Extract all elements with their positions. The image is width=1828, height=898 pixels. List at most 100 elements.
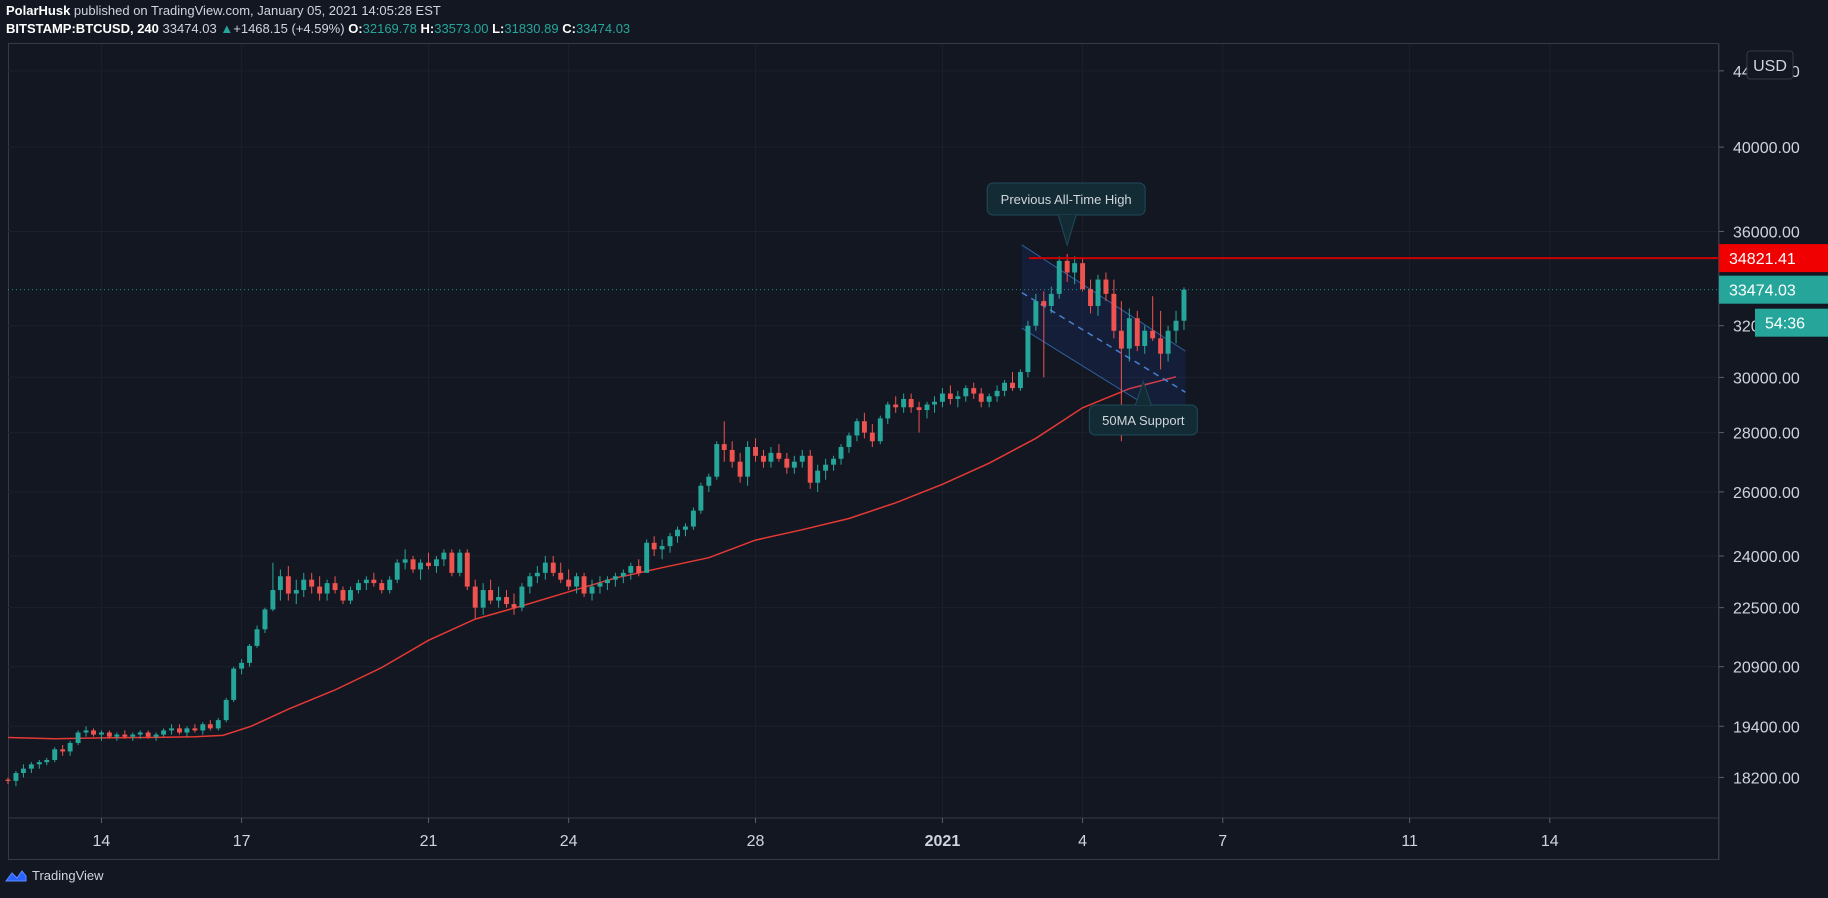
candle[interactable] bbox=[519, 583, 525, 612]
candle[interactable] bbox=[566, 569, 572, 591]
candle[interactable] bbox=[831, 455, 837, 471]
candle[interactable] bbox=[441, 549, 447, 567]
candle[interactable] bbox=[1002, 380, 1008, 397]
candle[interactable] bbox=[340, 586, 346, 605]
candle[interactable] bbox=[659, 539, 665, 560]
candle[interactable] bbox=[698, 482, 704, 514]
candle[interactable] bbox=[1142, 325, 1148, 354]
candle[interactable] bbox=[410, 555, 416, 573]
candle[interactable] bbox=[20, 764, 26, 778]
candle[interactable] bbox=[511, 593, 517, 615]
candle[interactable] bbox=[496, 586, 502, 608]
candle[interactable] bbox=[5, 777, 11, 785]
candle[interactable] bbox=[75, 730, 81, 746]
candle[interactable] bbox=[449, 549, 455, 577]
candle[interactable] bbox=[791, 455, 797, 474]
candle[interactable] bbox=[1048, 286, 1054, 314]
candle[interactable] bbox=[114, 732, 120, 741]
candle[interactable] bbox=[348, 586, 353, 605]
candle[interactable] bbox=[332, 576, 338, 594]
candle[interactable] bbox=[262, 607, 268, 633]
candle[interactable] bbox=[986, 393, 992, 408]
candle[interactable] bbox=[939, 388, 945, 408]
candle[interactable] bbox=[604, 576, 610, 591]
candle[interactable] bbox=[675, 526, 680, 543]
candle[interactable] bbox=[861, 412, 867, 439]
candle[interactable] bbox=[869, 424, 875, 448]
tradingview-footer[interactable]: TradingView bbox=[4, 868, 104, 883]
candle[interactable] bbox=[231, 666, 237, 702]
candle[interactable] bbox=[877, 415, 883, 445]
candle[interactable] bbox=[854, 418, 860, 442]
candle[interactable] bbox=[1033, 293, 1039, 331]
candle[interactable] bbox=[768, 447, 774, 468]
candle[interactable] bbox=[574, 572, 580, 594]
candle[interactable] bbox=[612, 572, 618, 587]
candle[interactable] bbox=[106, 730, 112, 739]
candle[interactable] bbox=[1080, 258, 1086, 292]
candle[interactable] bbox=[1010, 372, 1015, 391]
candle[interactable] bbox=[761, 449, 766, 468]
candle[interactable] bbox=[1095, 274, 1101, 316]
candle[interactable] bbox=[36, 760, 42, 769]
candle[interactable] bbox=[597, 576, 603, 594]
candle[interactable] bbox=[994, 385, 1000, 402]
candle[interactable] bbox=[472, 579, 478, 619]
candle[interactable] bbox=[838, 444, 844, 465]
candle[interactable] bbox=[223, 697, 229, 723]
candle[interactable] bbox=[1025, 320, 1031, 378]
candle[interactable] bbox=[815, 464, 821, 492]
candle[interactable] bbox=[1181, 287, 1187, 330]
tradingview-brand[interactable]: TradingView bbox=[32, 868, 104, 883]
candle[interactable] bbox=[729, 441, 735, 468]
candle[interactable] bbox=[1173, 310, 1179, 344]
candle[interactable] bbox=[846, 432, 852, 453]
author-name[interactable]: PolarHusk bbox=[6, 3, 71, 18]
candle[interactable] bbox=[177, 724, 182, 735]
candle[interactable] bbox=[60, 745, 66, 756]
candle[interactable] bbox=[776, 444, 782, 462]
candle[interactable] bbox=[44, 757, 50, 766]
candle[interactable] bbox=[277, 569, 283, 601]
candle[interactable] bbox=[636, 559, 642, 577]
candle[interactable] bbox=[153, 732, 159, 741]
currency-button-box[interactable] bbox=[1746, 50, 1794, 80]
candle[interactable] bbox=[947, 385, 953, 405]
candle[interactable] bbox=[480, 583, 486, 615]
candle[interactable] bbox=[916, 401, 922, 433]
candle[interactable] bbox=[98, 730, 104, 741]
candle[interactable] bbox=[215, 718, 221, 731]
candle[interactable] bbox=[1134, 310, 1140, 352]
candle[interactable] bbox=[192, 724, 198, 733]
candles-group[interactable] bbox=[5, 253, 1187, 787]
channel-middle-line[interactable] bbox=[1021, 292, 1186, 393]
candle[interactable] bbox=[464, 549, 470, 591]
candle[interactable] bbox=[394, 559, 400, 584]
candle[interactable] bbox=[239, 659, 245, 675]
candle[interactable] bbox=[1126, 308, 1132, 362]
candle[interactable] bbox=[955, 390, 961, 408]
candle[interactable] bbox=[745, 441, 751, 486]
channel-upper-line[interactable] bbox=[1021, 244, 1186, 352]
candle[interactable] bbox=[753, 438, 759, 462]
candle[interactable] bbox=[52, 747, 58, 763]
candle[interactable] bbox=[270, 562, 276, 612]
candle[interactable] bbox=[901, 393, 907, 413]
candle[interactable] bbox=[387, 576, 393, 594]
candle[interactable] bbox=[885, 401, 891, 425]
candle[interactable] bbox=[963, 385, 969, 402]
candle[interactable] bbox=[1041, 291, 1047, 378]
candle[interactable] bbox=[1158, 310, 1164, 370]
candle[interactable] bbox=[207, 720, 213, 731]
candle[interactable] bbox=[130, 732, 136, 741]
candle[interactable] bbox=[137, 730, 143, 739]
candle[interactable] bbox=[706, 473, 712, 492]
candle[interactable] bbox=[324, 579, 330, 601]
candle[interactable] bbox=[682, 523, 688, 537]
candle[interactable] bbox=[301, 572, 307, 598]
candle[interactable] bbox=[504, 590, 509, 608]
candle[interactable] bbox=[581, 572, 587, 598]
candle[interactable] bbox=[247, 644, 253, 667]
candle[interactable] bbox=[924, 401, 930, 419]
